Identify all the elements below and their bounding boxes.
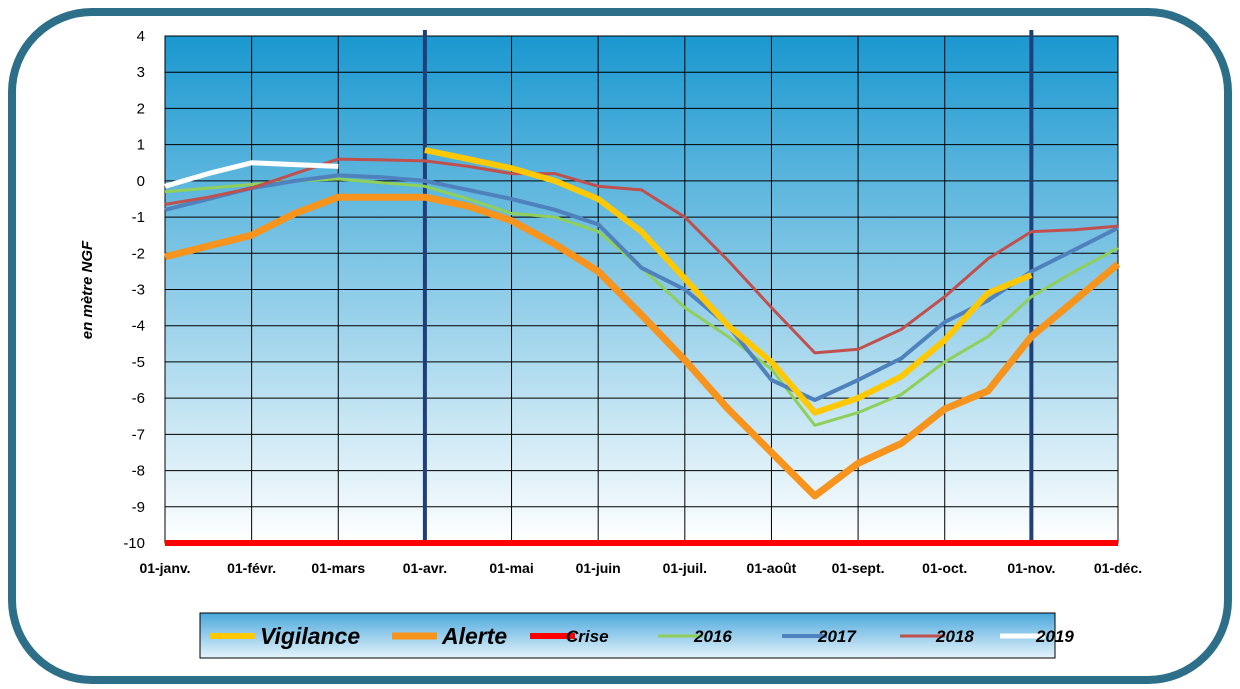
x-tick-label: 01-juil. [663, 560, 707, 576]
series-line [164, 160, 339, 189]
y-tick-label: -7 [132, 426, 145, 443]
legend-label: 2017 [817, 627, 857, 646]
y-tick-label: -3 [132, 282, 145, 299]
y-tick-label: -2 [132, 245, 145, 262]
x-tick-label: 01-mai [489, 560, 533, 576]
legend-label: Alerte [441, 623, 507, 649]
y-tick-label: -4 [132, 318, 145, 335]
x-tick-label: 01-juin [576, 560, 621, 576]
y-axis-label: en mètre NGF [79, 240, 96, 339]
y-tick-label: 0 [137, 173, 145, 190]
legend-label: Crise [566, 627, 609, 646]
y-tick-label: -10 [123, 535, 145, 552]
legend-label: Vigilance [260, 623, 360, 649]
legend-label: 2016 [693, 627, 732, 646]
x-tick-label: 01-sept. [832, 560, 885, 576]
x-tick-label: 01-déc. [1094, 560, 1142, 576]
x-tick-label: 01-mars [311, 560, 365, 576]
x-tick-label: 01-oct. [922, 560, 967, 576]
series-line [424, 147, 1033, 416]
y-tick-label: -6 [132, 390, 145, 407]
y-tick-label: -8 [132, 463, 145, 480]
y-tick-label: 1 [137, 137, 145, 154]
series-line [164, 193, 1121, 500]
y-tick-label: 4 [137, 28, 145, 45]
x-tick-label: 01-janv. [139, 560, 190, 576]
x-tick-label: 01-août [747, 560, 797, 576]
y-tick-label: -9 [132, 499, 145, 516]
legend-label: 2018 [935, 627, 974, 646]
y-tick-label: -5 [132, 354, 145, 371]
y-tick-label: 2 [137, 100, 145, 117]
x-tick-label: 01-avr. [403, 560, 447, 576]
legend-label: 2019 [1035, 627, 1074, 646]
y-tick-label: -1 [132, 209, 145, 226]
series-line [164, 173, 1119, 402]
x-tick-label: 01-févr. [227, 560, 276, 576]
y-tick-label: 3 [137, 64, 145, 81]
x-tick-label: 01-nov. [1007, 560, 1055, 576]
